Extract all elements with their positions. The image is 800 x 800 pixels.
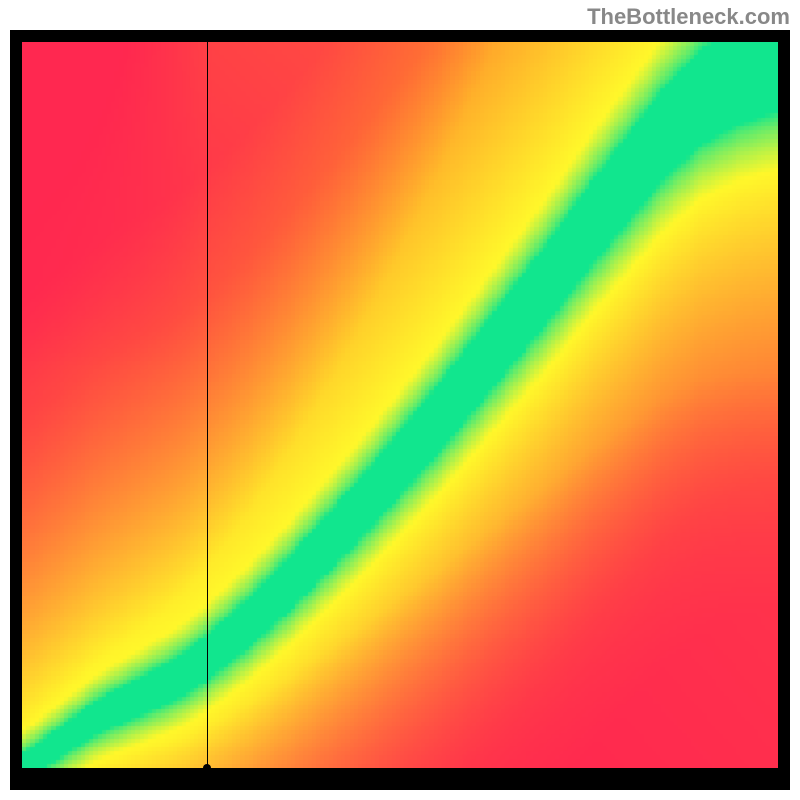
heatmap-canvas [22, 42, 778, 768]
plot-frame [10, 30, 790, 790]
watermark-text: TheBottleneck.com [587, 4, 790, 30]
crosshair-marker-dot [203, 764, 211, 772]
plot-area [22, 42, 778, 768]
crosshair-vertical [207, 42, 208, 768]
